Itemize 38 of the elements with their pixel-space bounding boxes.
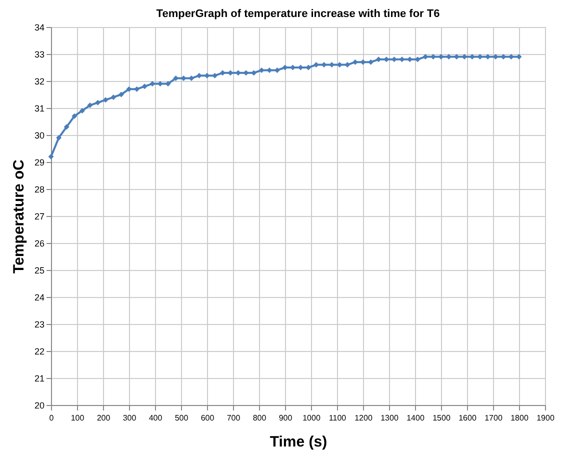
y-tick-label: 33 [34,50,44,60]
x-tick-label: 100 [70,414,85,422]
y-tick-label: 24 [34,292,44,302]
y-tick-label: 32 [34,76,44,86]
x-tick-label: 800 [252,414,267,422]
x-tick-label: 500 [174,414,189,422]
y-tick-label: 29 [34,158,44,168]
x-tick-label: 1700 [484,414,503,422]
x-tick-label: 200 [96,414,111,422]
x-tick-label: 400 [148,414,163,422]
y-tick-label: 28 [34,184,44,194]
x-tick-label: 700 [226,414,241,422]
y-tick-label: 26 [34,238,44,248]
chart-title: TemperGraph of temperature increase with time for T6 [156,8,440,20]
y-tick-label: 31 [34,104,44,114]
x-tick-label: 1000 [302,414,321,422]
y-tick-label: 20 [34,400,44,410]
x-tick-label: 1300 [380,414,399,422]
y-tick-label: 34 [34,22,44,32]
y-tick-label: 27 [34,212,44,222]
x-tick-label: 1800 [510,414,529,422]
x-tick-label: 600 [200,414,215,422]
x-tick-label: 1500 [432,414,451,422]
y-tick-label: 23 [34,320,44,330]
y-axis-title: Temperature oC [10,159,28,274]
x-tick-label: 1400 [406,414,425,422]
y-tick-label: 25 [34,266,44,276]
y-tick-label: 30 [34,130,44,140]
x-tick-label: 1600 [458,414,477,422]
x-tick-label: 0 [49,414,54,422]
x-tick-label: 300 [122,414,137,422]
x-tick-label: 900 [278,414,293,422]
x-tick-label: 1100 [328,414,347,422]
x-tick-label: 1900 [536,414,555,422]
y-tick-label: 22 [34,346,44,356]
x-axis-title: Time (s) [270,434,328,450]
x-tick-label: 1200 [354,414,373,422]
y-tick-label: 21 [34,374,44,384]
